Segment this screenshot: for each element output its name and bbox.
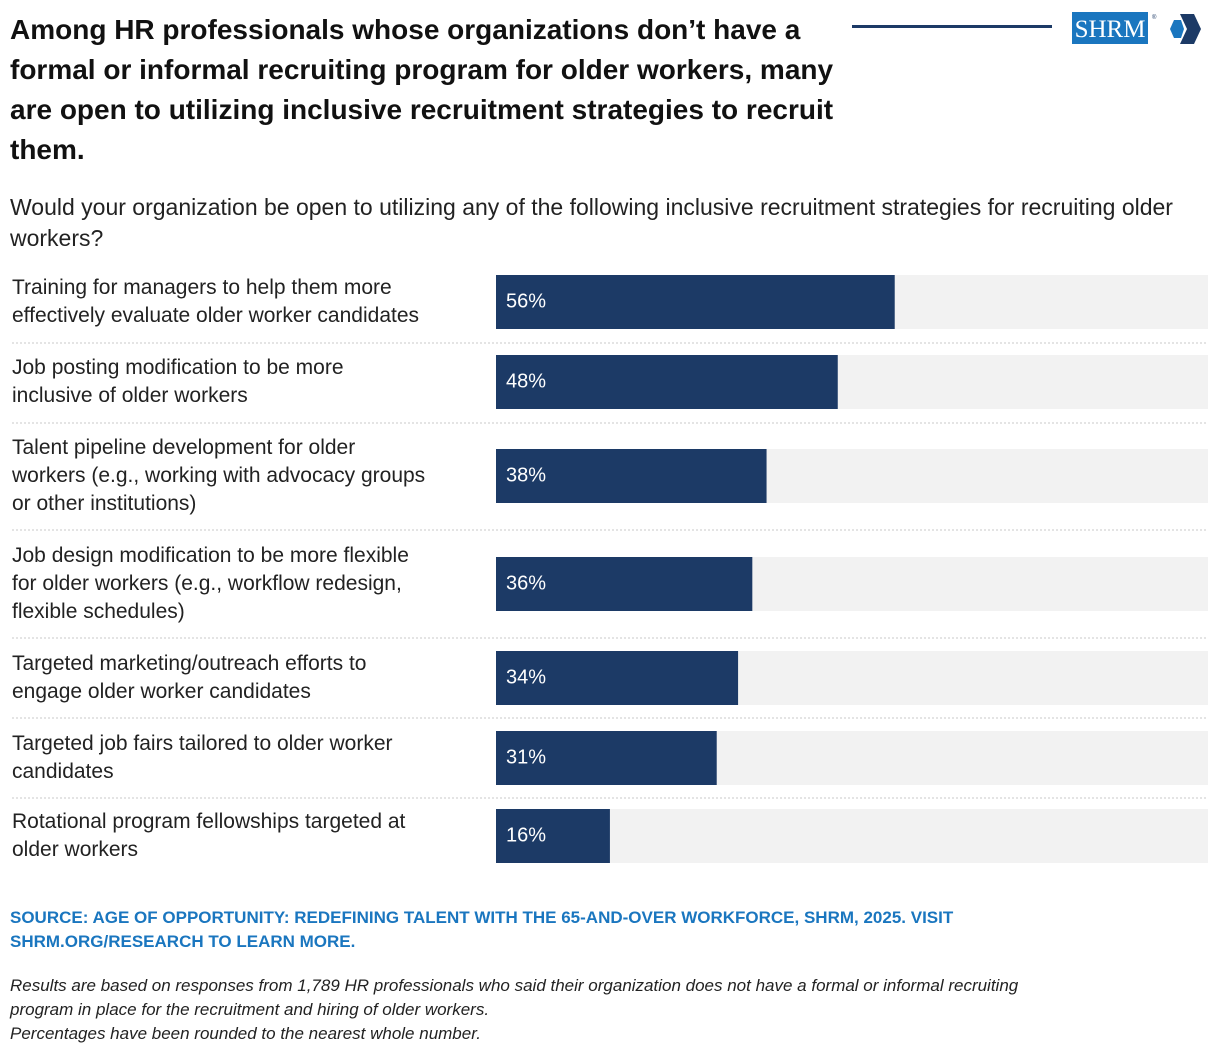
category-label-line: Training for managers to help them more	[12, 276, 392, 299]
category-label: Targeted marketing/outreach efforts to en…	[12, 652, 366, 703]
note-line-1: Results are based on responses from 1,78…	[10, 976, 1019, 995]
category-label: Job design modification to be more flexi…	[12, 544, 409, 623]
value-label: 34%	[506, 666, 546, 688]
value-label: 16%	[506, 824, 546, 846]
category-label: Job posting modification to be more inclu…	[12, 356, 344, 407]
bar-chart: Training for managers to help them more e…	[11, 275, 1208, 863]
category-label-line: flexible schedules)	[12, 600, 185, 623]
category-label-line: or other institutions)	[12, 492, 196, 515]
header-rule	[852, 25, 1052, 28]
bar-row: Job design modification to be more flexi…	[12, 544, 1208, 623]
value-label: 31%	[506, 746, 546, 768]
note-line-2: program in place for the recruitment and…	[10, 1000, 490, 1019]
bar-row: Rotational program fellowships targeted …	[12, 809, 1208, 863]
bar	[496, 355, 838, 409]
category-label-line: Rotational program fellowships targeted …	[12, 810, 406, 833]
bar	[496, 809, 610, 863]
bar-row: Job posting modification to be more inclu…	[12, 355, 1208, 409]
shrm-logo-box	[1072, 12, 1148, 44]
note-line-3: Percentages have been rounded to the nea…	[10, 1024, 481, 1043]
bar	[496, 651, 739, 705]
shrm-emblem-icon	[1170, 14, 1201, 44]
bar	[496, 449, 767, 503]
category-label: Targeted job fairs tailored to older wor…	[12, 732, 393, 783]
chart-title: Among HR professionals whose organizatio…	[10, 14, 834, 165]
bar-track	[496, 809, 1208, 863]
category-label-line: for older workers (e.g., workflow redesi…	[12, 572, 402, 595]
source-line-2: SHRM.ORG/RESEARCH TO LEARN MORE.	[10, 932, 356, 951]
bar-row: Targeted marketing/outreach efforts to en…	[12, 651, 1208, 705]
category-label-line: Talent pipeline development for older	[12, 436, 355, 459]
category-label-line: inclusive of older workers	[12, 384, 248, 407]
shrm-logo: SHRM ®	[1072, 12, 1201, 44]
bar	[496, 557, 753, 611]
bar-row: Training for managers to help them more e…	[12, 275, 1208, 329]
bar-row: Targeted job fairs tailored to older wor…	[12, 731, 1208, 785]
registered-mark-icon: ®	[1152, 14, 1157, 21]
category-label-line: Targeted marketing/outreach efforts to	[12, 652, 366, 675]
shrm-logo-text: SHRM	[1075, 16, 1146, 43]
category-label-line: older workers	[12, 838, 138, 861]
category-label-line: candidates	[12, 760, 114, 783]
bar-row: Talent pipeline development for older wor…	[11, 436, 1208, 515]
category-label: Training for managers to help them more e…	[12, 276, 419, 327]
bar	[496, 731, 717, 785]
category-label-line: engage older worker candidates	[12, 680, 311, 703]
source-line-1: SOURCE: AGE OF OPPORTUNITY: REDEFINING T…	[10, 908, 954, 927]
category-label-line: Targeted job fairs tailored to older wor…	[12, 732, 393, 755]
value-label: 38%	[506, 464, 546, 486]
category-label: Rotational program fellowships targeted …	[12, 810, 406, 861]
category-label-line: Job design modification to be more flexi…	[12, 544, 409, 567]
value-label: 36%	[506, 572, 546, 594]
category-label: Talent pipeline development for older wor…	[11, 436, 425, 515]
source-note: SOURCE: AGE OF OPPORTUNITY: REDEFINING T…	[10, 906, 1200, 954]
value-label: 56%	[506, 290, 546, 312]
value-label: 48%	[506, 370, 546, 392]
chart-question: Would your organization be open to utili…	[10, 194, 1173, 251]
category-label-line: effectively evaluate older worker candid…	[12, 304, 419, 327]
methodology-notes: Results are based on responses from 1,78…	[10, 974, 1210, 1046]
category-label-line: workers (e.g., working with advocacy gro…	[11, 464, 425, 487]
category-label-line: Job posting modification to be more	[12, 356, 344, 379]
bar	[496, 275, 895, 329]
